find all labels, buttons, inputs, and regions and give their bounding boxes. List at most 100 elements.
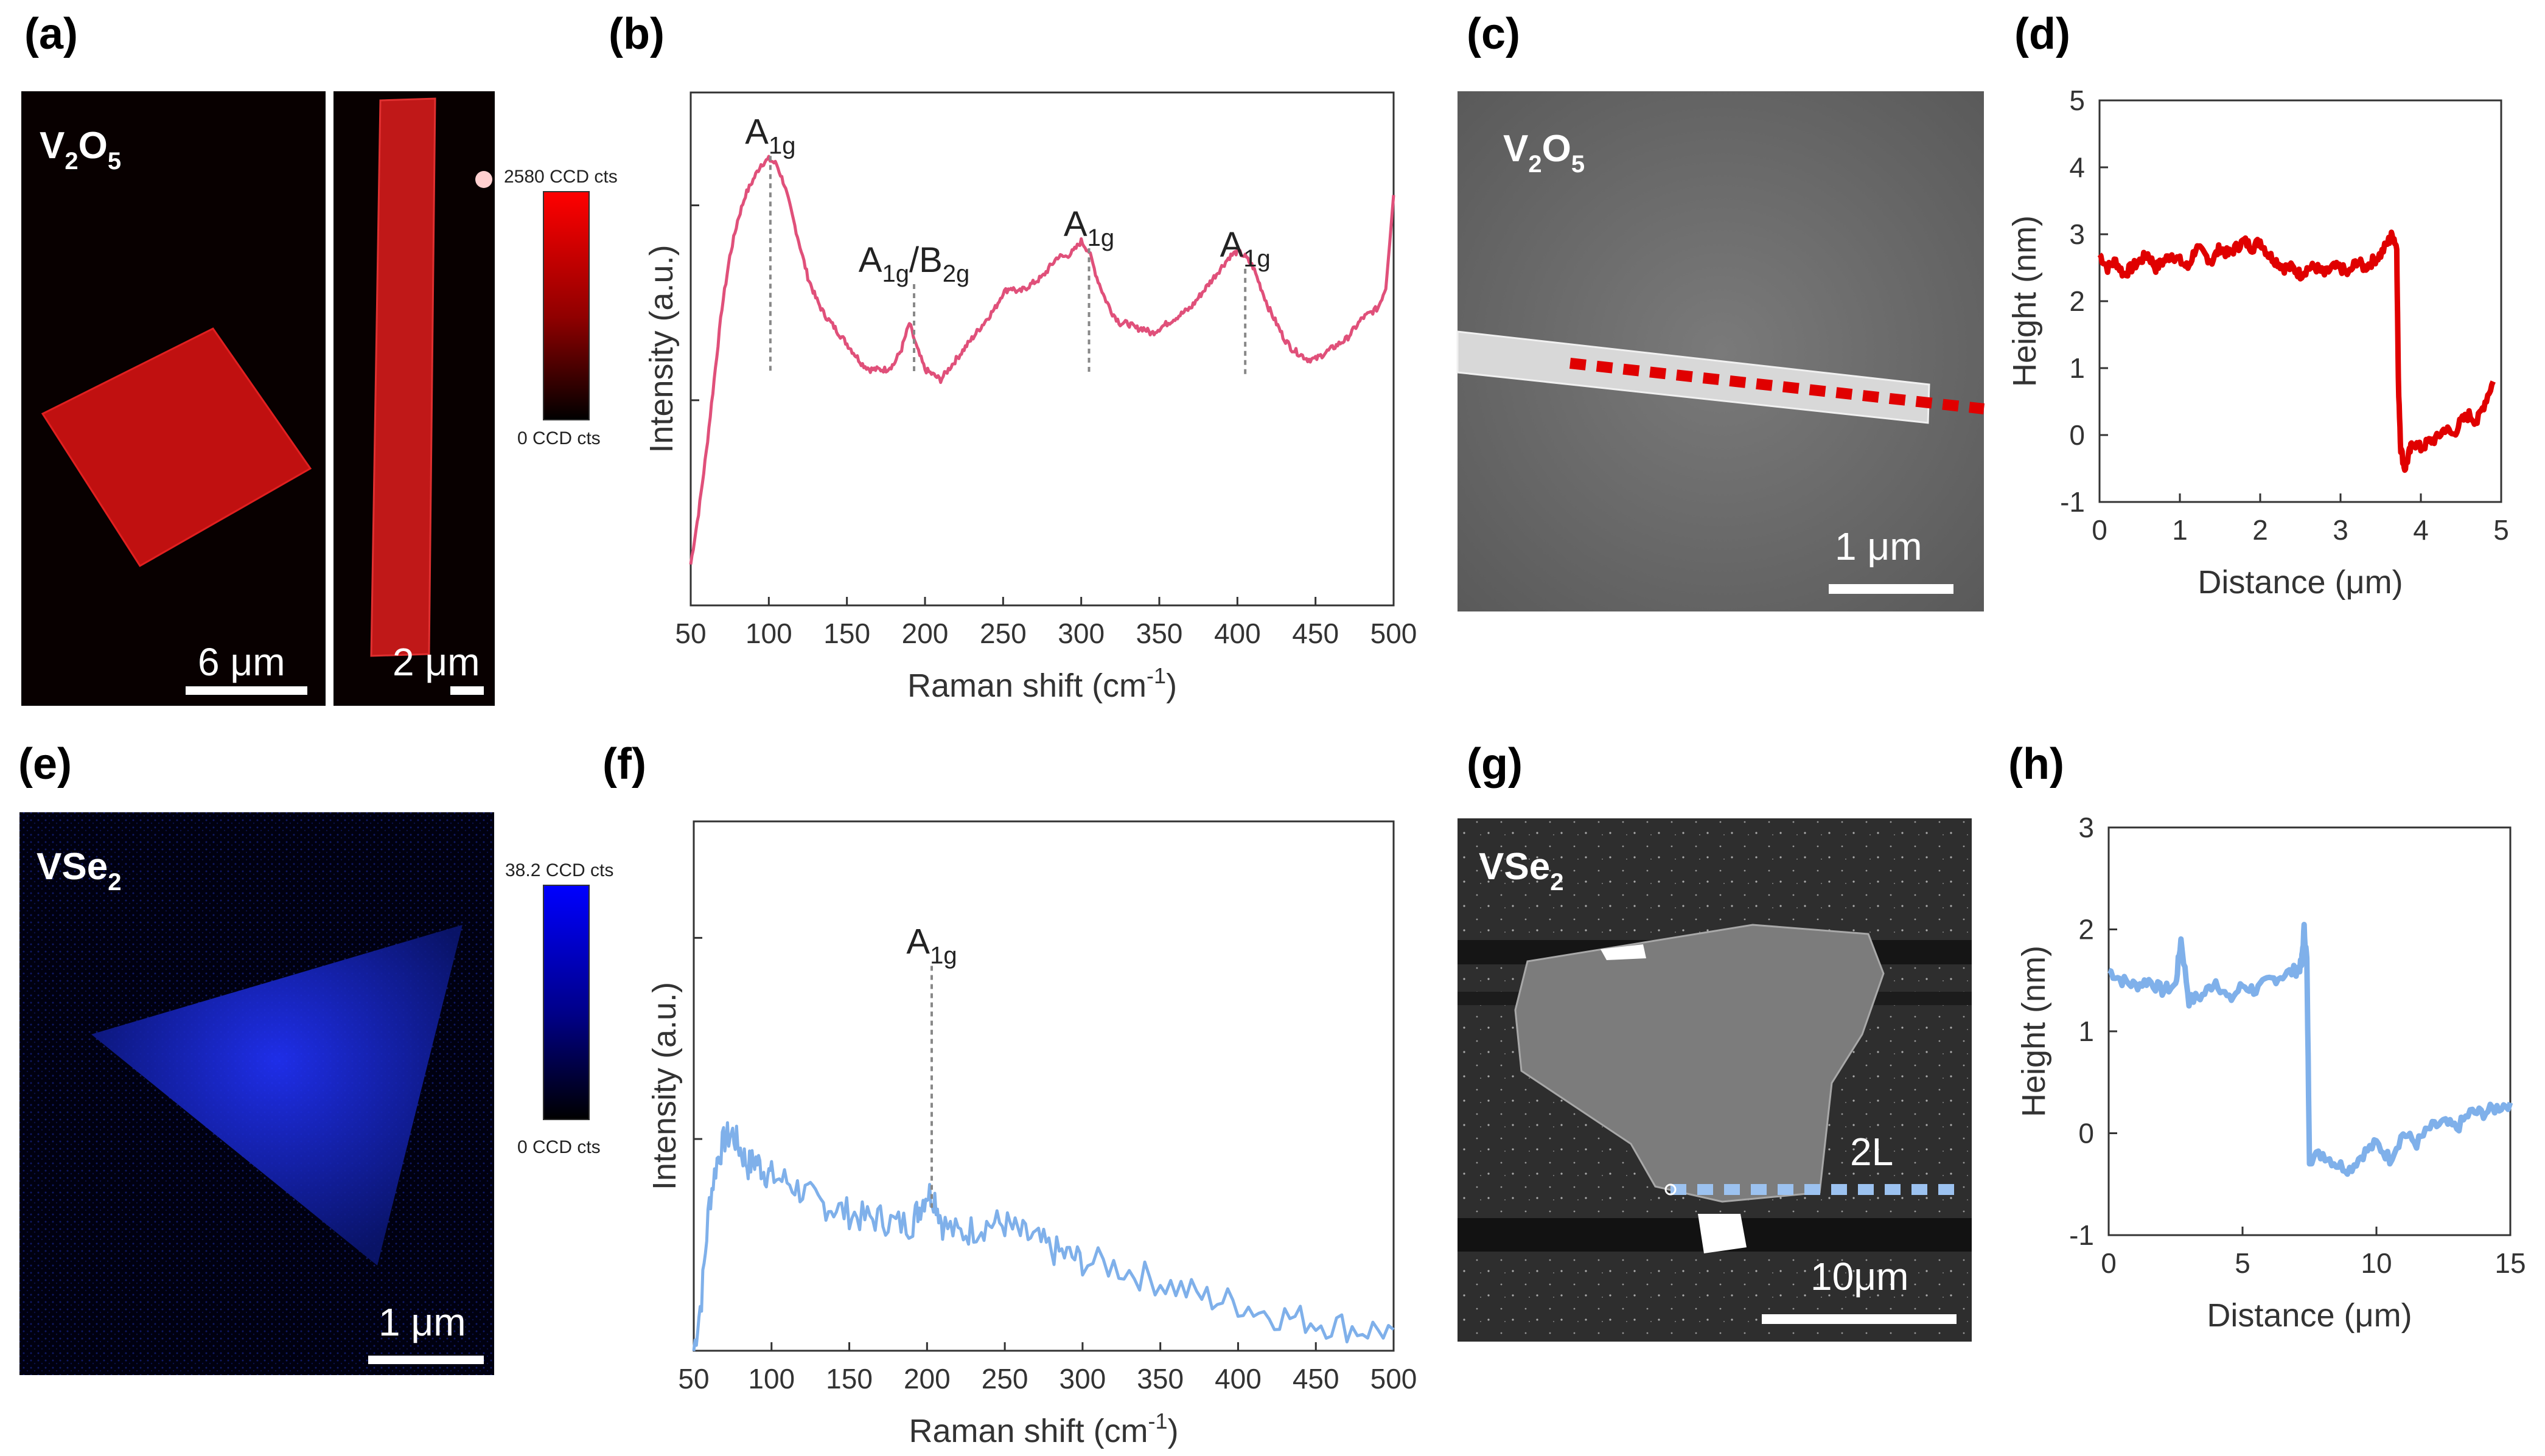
x-axis-label-d: Distance (μm) — [2198, 564, 2403, 601]
y-tick-label-d-5: 4 — [2069, 152, 2085, 183]
x-tick-label-b-6: 350 — [1136, 618, 1183, 649]
panel-c-material: V2O5 — [1503, 128, 1585, 178]
panel-e-map: VSe2 1 μm — [19, 812, 494, 1375]
panel-label-b: (b) — [609, 10, 665, 58]
scale-label-g: 10μm — [1810, 1255, 1908, 1298]
v2o5-flake-ribbon — [370, 97, 436, 657]
plot-frame-d — [2098, 99, 2502, 503]
panel-label-e: (e) — [18, 740, 72, 789]
layer-label-g: 2L — [1850, 1130, 1893, 1174]
panel-label-d: (d) — [2014, 10, 2070, 58]
series-line-b-0 — [689, 155, 1395, 565]
scale-label-a-right: 2 μm — [393, 640, 480, 684]
x-tick-label-f-1: 100 — [748, 1363, 795, 1395]
x-tick-label-b-1: 100 — [745, 618, 792, 649]
plot-frame-b — [689, 91, 1395, 607]
peak-label-b-1: A1g/B2g — [859, 240, 970, 287]
x-tick-label-f-0: 50 — [678, 1363, 709, 1395]
x-tick-label-h-3: 15 — [2494, 1247, 2526, 1279]
y-tick-label-d-3: 2 — [2069, 285, 2085, 317]
x-tick-label-f-9: 500 — [1370, 1363, 1417, 1395]
series-line-h-0 — [2107, 922, 2513, 1177]
colorbar-a: 2580 CCD cts 0 CCD cts — [504, 167, 618, 448]
x-tick-label-b-5: 300 — [1058, 618, 1105, 649]
x-tick-label-f-4: 250 — [982, 1363, 1028, 1395]
y-tick-label-h-0: -1 — [2069, 1219, 2094, 1251]
x-tick-label-f-6: 350 — [1137, 1363, 1184, 1395]
colorbar-a-min: 0 CCD cts — [517, 428, 601, 448]
y-tick-label-h-4: 3 — [2078, 812, 2094, 843]
x-tick-label-b-3: 200 — [902, 618, 949, 649]
y-tick-label-h-2: 1 — [2078, 1015, 2094, 1047]
x-tick-label-d-3: 3 — [2333, 514, 2348, 546]
x-tick-label-h-1: 5 — [2235, 1247, 2250, 1279]
x-axis-label-f: Raman shift (cm-1) — [909, 1409, 1178, 1449]
panel-label-f: (f) — [602, 740, 646, 789]
peak-label-b-0: A1g — [745, 112, 795, 159]
y-axis-label-f: Intensity (a.u.) — [646, 982, 683, 1190]
x-tick-label-d-2: 2 — [2252, 514, 2268, 546]
panel-label-h: (h) — [2008, 740, 2064, 789]
x-tick-label-b-4: 250 — [980, 618, 1027, 649]
x-tick-label-f-5: 300 — [1060, 1363, 1106, 1395]
plot-frame-f — [693, 820, 1395, 1352]
colorbar-e: 38.2 CCD cts 0 CCD cts — [505, 860, 613, 1157]
peak-label-f-0: A1g — [906, 922, 957, 969]
scale-label-a-left: 6 μm — [198, 640, 285, 684]
panel-a-map-right: 2 μm — [333, 91, 495, 706]
panel-a-material: V2O5 — [40, 125, 121, 175]
vse2-flake-triangle — [91, 925, 463, 1266]
x-tick-label-d-1: 1 — [2172, 514, 2188, 546]
panel-label-c: (c) — [1467, 10, 1520, 58]
panel-g-material: VSe2 — [1479, 846, 1563, 896]
x-tick-label-b-7: 400 — [1214, 618, 1261, 649]
scale-bar-e — [368, 1356, 484, 1364]
x-tick-label-b-8: 450 — [1292, 618, 1339, 649]
x-tick-label-b-0: 50 — [675, 618, 706, 649]
y-axis-label-b: Intensity (a.u.) — [643, 245, 680, 453]
x-tick-label-d-4: 4 — [2413, 514, 2429, 546]
colorbar-e-max: 38.2 CCD cts — [505, 860, 613, 880]
chart-f-raman-vse2: 50 100 150 200 250 300 350 400 450 500 Raman shift… — [646, 820, 1417, 1449]
x-tick-label-b-9: 500 — [1370, 618, 1417, 649]
debris-top — [1601, 944, 1646, 960]
y-tick-label-d-0: -1 — [2060, 486, 2085, 518]
peak-label-b-3: A1g — [1220, 225, 1271, 272]
scale-label-c: 1 μm — [1835, 524, 1922, 568]
x-axis-label-h: Distance (μm) — [2207, 1297, 2412, 1334]
y-tick-label-d-4: 3 — [2069, 218, 2085, 250]
x-tick-label-h-0: 0 — [2101, 1247, 2117, 1279]
y-tick-label-d-1: 0 — [2069, 419, 2085, 451]
x-tick-label-f-8: 450 — [1293, 1363, 1339, 1395]
debris-bottom — [1698, 1214, 1747, 1253]
y-tick-label-h-3: 2 — [2078, 914, 2094, 946]
y-tick-label-d-2: 1 — [2069, 352, 2085, 384]
x-tick-label-d-0: 0 — [2092, 514, 2107, 546]
v2o5-ribbon-afm — [1456, 330, 1930, 424]
panel-label-a: (a) — [24, 10, 78, 58]
x-tick-label-f-7: 400 — [1215, 1363, 1262, 1395]
scale-label-e: 1 μm — [379, 1300, 466, 1344]
panel-c-afm: V2O5 1 μm — [1456, 91, 1985, 611]
panel-e-material: VSe2 — [37, 846, 121, 896]
x-tick-label-d-5: 5 — [2493, 514, 2509, 546]
y-tick-label-h-1: 0 — [2078, 1118, 2094, 1149]
panel-a-map-left: V2O5 6 μm — [21, 91, 326, 706]
colorbar-a-max: 2580 CCD cts — [504, 167, 618, 187]
x-axis-label-b: Raman shift (cm-1) — [907, 663, 1177, 704]
x-tick-label-h-2: 10 — [2361, 1247, 2392, 1279]
y-tick-label-d-6: 5 — [2069, 85, 2085, 116]
y-axis-label-h: Height (nm) — [2016, 946, 2052, 1117]
chart-b-raman-v2o5: 50 100 150 200 250 300 350 400 450 500 Raman shift… — [643, 91, 1417, 704]
v2o5-flake-square — [41, 327, 312, 568]
panel-g-afm: VSe2 2L 10μm — [1458, 818, 1972, 1342]
series-line-d-0 — [2097, 229, 2496, 473]
scale-bar-a-right — [450, 686, 484, 695]
x-tick-label-f-2: 150 — [826, 1363, 873, 1395]
x-tick-label-b-2: 150 — [823, 618, 870, 649]
peak-label-b-2: A1g — [1064, 204, 1114, 251]
scale-bar-g — [1762, 1314, 1957, 1324]
